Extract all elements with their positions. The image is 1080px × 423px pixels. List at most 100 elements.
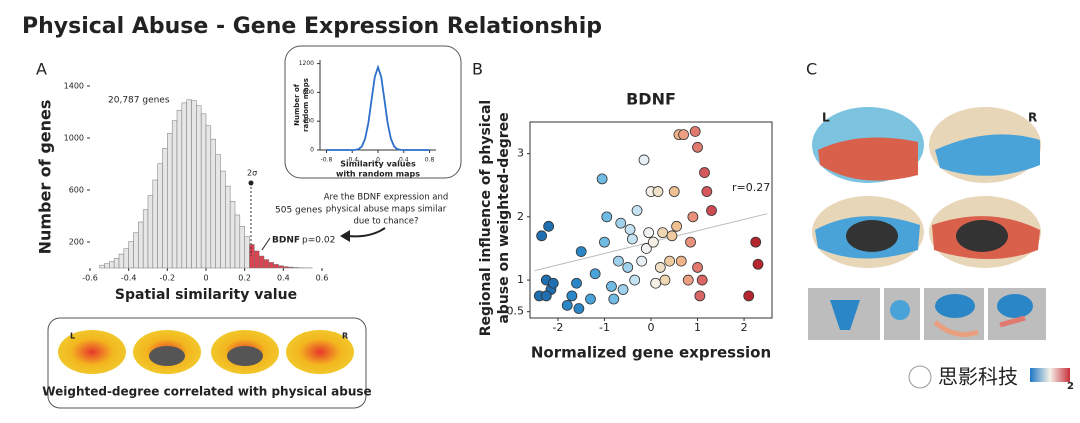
x-tick-label: 0.8 — [425, 157, 435, 164]
histogram-bar — [273, 264, 279, 269]
y-tick-label: 1400 — [64, 82, 84, 91]
panel-label: A — [36, 60, 47, 79]
x-axis-label: Similarity values — [340, 160, 416, 169]
x-tick-label: -0.4 — [346, 157, 358, 164]
scatter-point — [561, 299, 573, 311]
histogram-bar — [229, 201, 236, 269]
annotation: 505 genes — [275, 206, 323, 216]
x-tick-label: 0.6 — [316, 274, 329, 283]
y-tick-label: 800 — [303, 89, 315, 96]
y-tick-label: 400 — [303, 118, 315, 125]
y-tick-label: 1 — [517, 273, 524, 286]
x-tick-label: -0.8 — [321, 157, 333, 164]
annotation: BDNF — [272, 236, 300, 246]
scatter-point — [638, 154, 650, 166]
scatter-point — [678, 129, 689, 141]
panel-label: B — [472, 60, 483, 79]
hemisphere-label: L — [70, 332, 75, 341]
histogram-bar — [263, 259, 270, 269]
scatter-point — [626, 233, 638, 245]
histogram-bar — [287, 266, 294, 269]
histogram-bar — [162, 148, 168, 269]
histogram-bar — [191, 100, 197, 269]
scatter-point — [687, 211, 699, 223]
scatter-point — [696, 274, 708, 286]
y-tick-label: 2 — [517, 210, 524, 223]
histogram-bar — [292, 267, 299, 269]
scatter-point — [659, 274, 671, 286]
scatter-point — [752, 258, 764, 270]
y-axis-label: Regional influence of physical — [478, 100, 494, 336]
scatter-point — [585, 293, 596, 305]
scatter-point — [701, 186, 713, 197]
x-tick-label: 1 — [694, 321, 701, 334]
annotation-pointer — [261, 237, 271, 251]
x-tick-label: -1 — [599, 321, 610, 334]
scatter-point — [608, 293, 620, 305]
figure-title: Physical Abuse - Gene Expression Relatio… — [22, 14, 602, 39]
scatter-point — [664, 255, 676, 267]
histogram-bar — [200, 113, 207, 269]
panel-label: C — [806, 60, 817, 79]
scatter-point — [694, 290, 706, 302]
x-tick-label: 2 — [741, 321, 748, 334]
histogram-bar — [278, 265, 284, 269]
histogram-bar — [118, 253, 125, 269]
annotation: 20,787 genes — [108, 96, 170, 106]
scatter-point — [650, 277, 662, 289]
histogram-bar — [225, 185, 231, 269]
scatter-point — [671, 220, 682, 232]
axis-line — [319, 60, 436, 151]
scatter-point — [617, 284, 629, 295]
histogram-bar — [157, 163, 163, 269]
x-tick-label: -2 — [552, 321, 563, 334]
histogram-bar — [109, 261, 115, 269]
scatter-point — [622, 262, 634, 273]
question: physical abuse maps similar — [326, 205, 447, 215]
histogram-bar — [196, 105, 202, 269]
histogram-bar — [171, 120, 178, 269]
scatter-point — [624, 224, 636, 235]
histogram-bar — [123, 248, 129, 269]
watermark: 思影科技 — [938, 365, 1018, 389]
histogram-bar — [283, 266, 289, 269]
scatter-point — [706, 205, 717, 216]
histogram-bar — [104, 263, 110, 269]
scatter-point — [615, 217, 627, 229]
hemisphere-label: R — [342, 332, 348, 341]
brain-maps-a — [58, 330, 354, 374]
histogram-bar — [138, 221, 144, 269]
x-axis-label: Spatial similarity value — [115, 287, 297, 303]
y-tick-label: 3 — [517, 147, 524, 160]
x-tick-label: 0 — [376, 157, 380, 164]
scatter-point — [750, 236, 762, 248]
scatter-point — [666, 230, 678, 242]
x-tick-label: 0.2 — [238, 274, 251, 283]
scatter-point — [601, 211, 613, 223]
x-axis-label: Normalized gene expression — [531, 344, 771, 362]
histogram-bar — [142, 209, 149, 269]
x-tick-label: 0.4 — [277, 274, 290, 283]
y-tick-label: 200 — [69, 238, 84, 247]
scatter-point — [599, 236, 610, 248]
brain-frame — [47, 317, 367, 409]
question: due to chance? — [353, 217, 418, 227]
histogram-bar — [268, 262, 274, 269]
scatter-point — [675, 255, 687, 267]
scatter-point — [536, 230, 548, 242]
y-tick-label: 600 — [69, 186, 84, 195]
scatter-point — [571, 277, 582, 289]
hemisphere-label: L — [822, 111, 830, 125]
scatter-point — [647, 236, 659, 248]
y-axis-label: Number of genes — [36, 100, 55, 255]
histogram-bar — [133, 232, 139, 269]
scatter-point — [643, 227, 655, 239]
chart-title: BDNF — [626, 90, 676, 109]
scatter-point — [652, 186, 664, 197]
scatter-point — [540, 290, 552, 302]
watermark-logo — [908, 365, 932, 389]
histogram-bar — [113, 258, 120, 269]
x-tick-label: 0 — [648, 321, 655, 334]
histogram-bar — [239, 226, 245, 269]
scatter-point — [547, 277, 559, 289]
